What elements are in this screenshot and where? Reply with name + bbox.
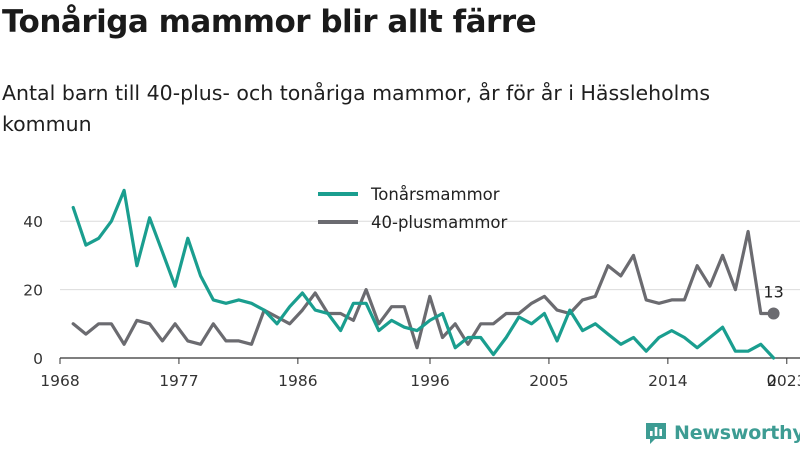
y-tick-label: 40 [23, 213, 43, 231]
end-labels: 13 0 [763, 283, 783, 390]
x-axis: 1968 1977 1986 1996 2005 2014 2023 [40, 357, 800, 390]
y-tick-label: 20 [23, 282, 43, 300]
x-tick-label: 2005 [529, 372, 568, 390]
line-chart: 0 20 40 1968 1977 1986 1996 2005 2014 2023 Tonår… [23, 185, 800, 390]
y-tick-label: 0 [33, 350, 43, 368]
x-tick-label: 1996 [410, 372, 449, 390]
newsworthy-brand: Newsworthy [644, 420, 800, 446]
legend-label: 40-plusmammor [371, 213, 507, 232]
end-label-teen: 0 [766, 371, 776, 390]
legend-label: Tonårsmammor [370, 185, 500, 204]
x-tick-label: 1968 [40, 372, 79, 390]
x-tick-label: 2023 [767, 372, 800, 390]
series-line-40-plusmammor [71, 229, 776, 350]
grid-lines [60, 220, 800, 291]
legend: Tonårsmammor 40-plusmammor [318, 185, 507, 232]
newsworthy-logo-icon [646, 423, 666, 444]
brand-name: Newsworthy [674, 422, 800, 444]
series-line-tonarsmammor [71, 188, 776, 360]
x-tick-label: 2014 [648, 372, 687, 390]
chart-title: Tonåriga mammor blir allt färre [2, 4, 537, 40]
x-tick-label: 1977 [159, 372, 198, 390]
x-tick-label: 1986 [278, 372, 317, 390]
chart-subtitle: Antal barn till 40-plus- och tonåriga ma… [2, 81, 711, 136]
end-point-40-plus [767, 307, 780, 320]
y-axis-ticks: 0 20 40 [23, 213, 43, 368]
end-label-40-plus: 13 [763, 283, 783, 302]
series-lines [71, 188, 776, 360]
